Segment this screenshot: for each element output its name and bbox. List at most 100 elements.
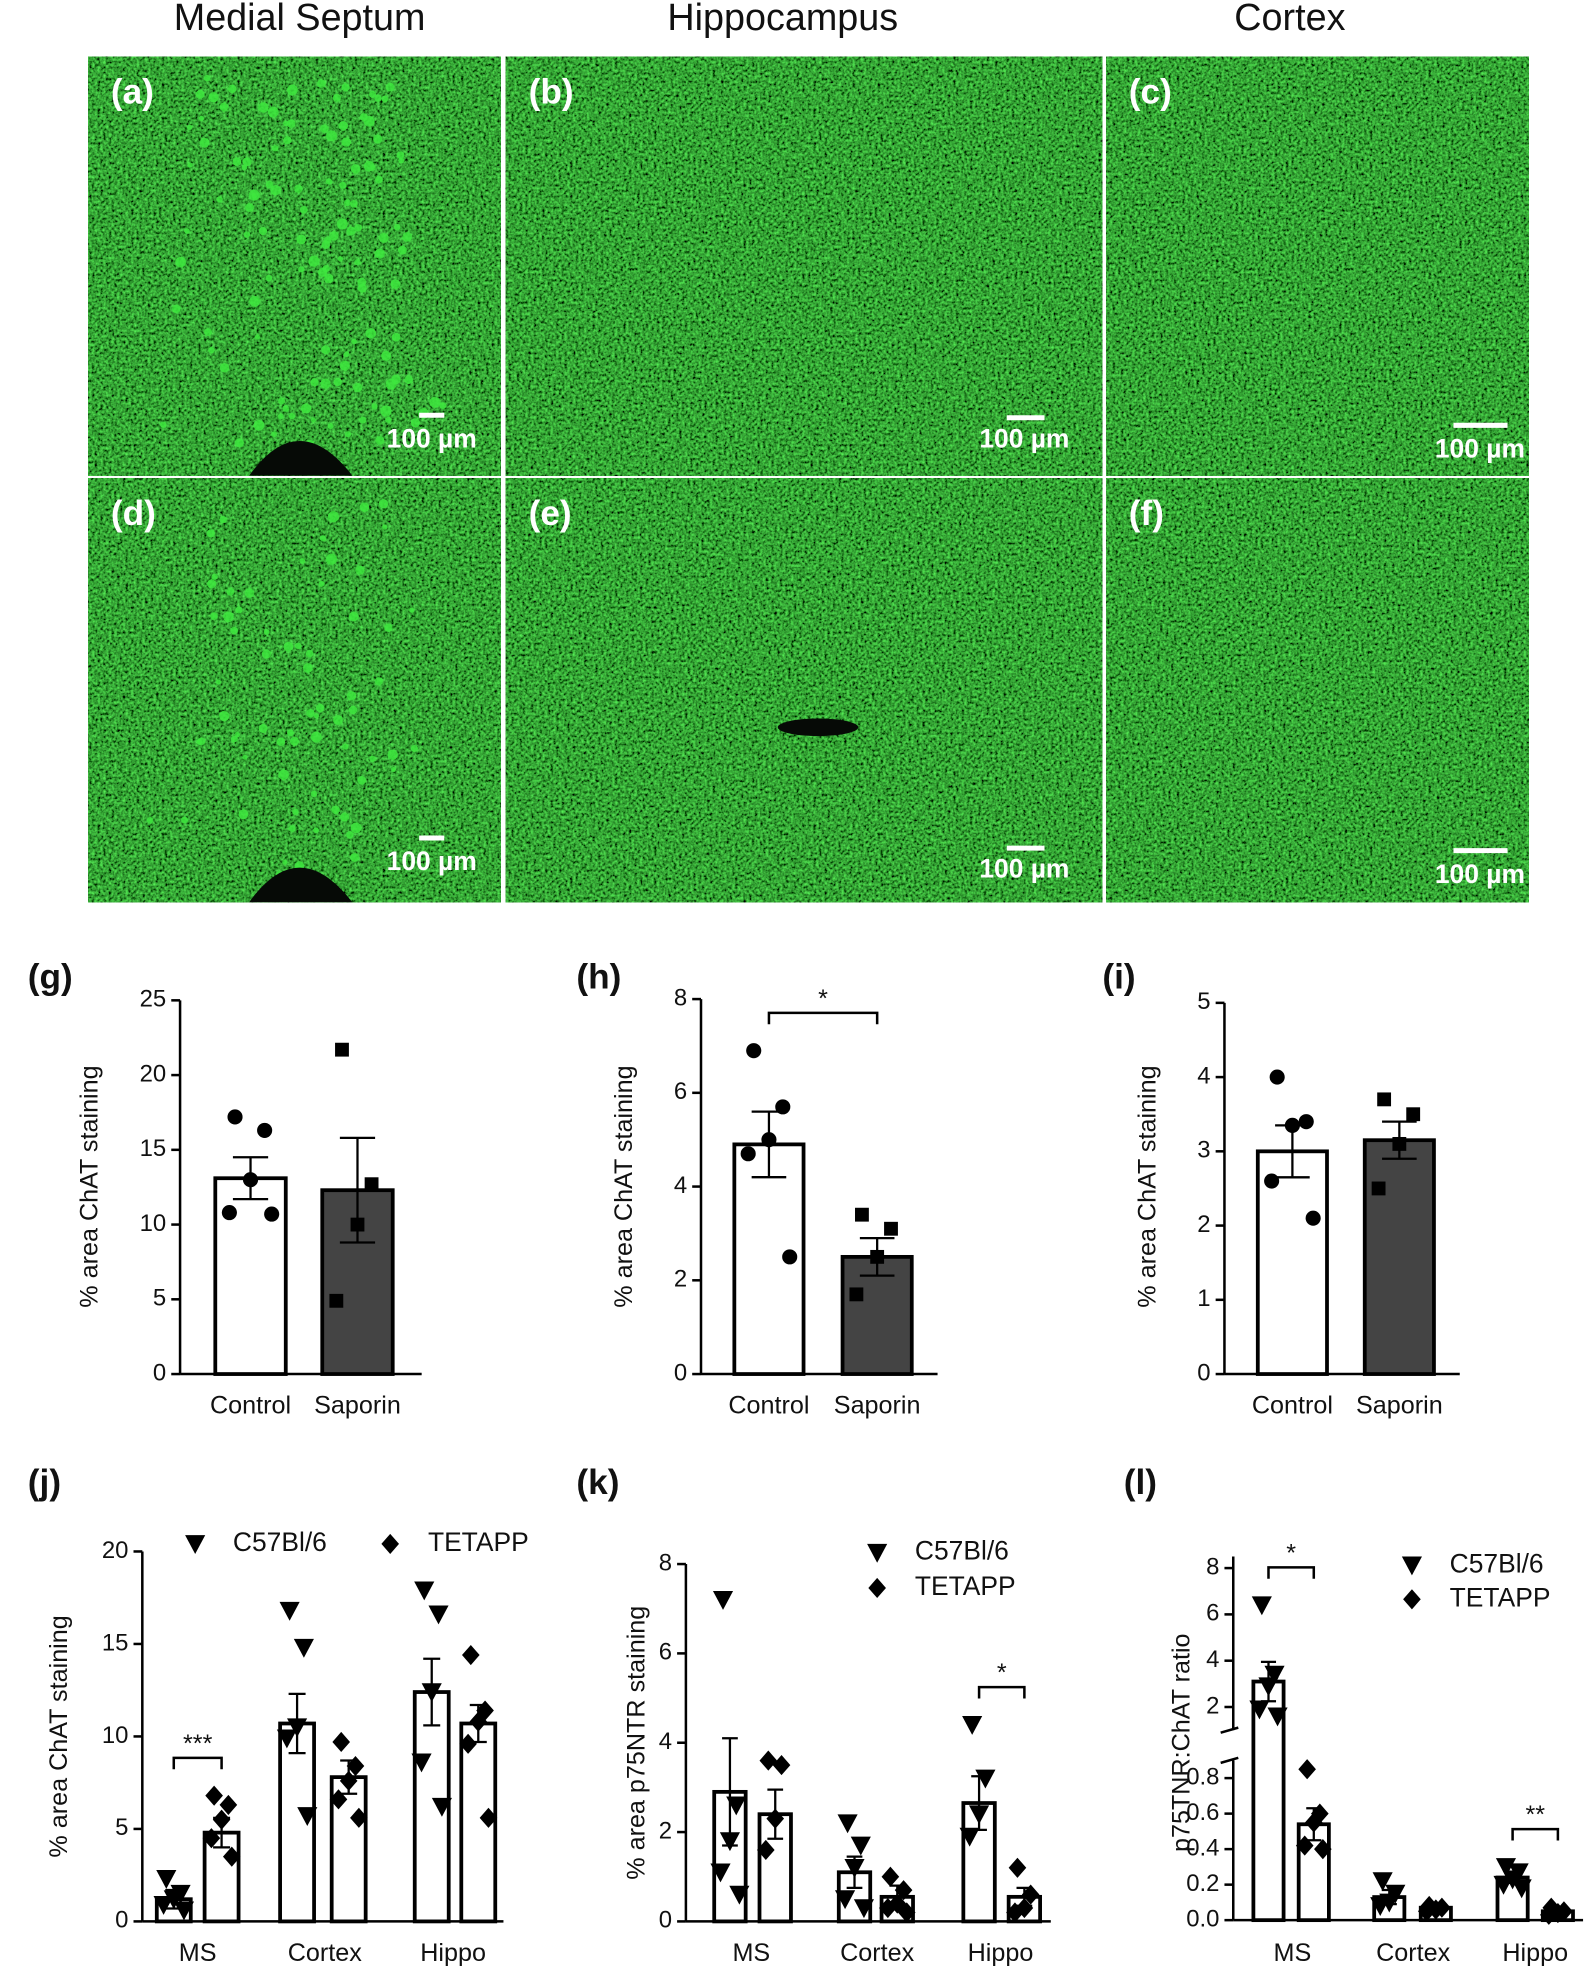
data-point — [766, 1808, 785, 1829]
neuron — [216, 196, 223, 203]
ventricle — [249, 867, 353, 903]
neuron — [354, 223, 362, 232]
neuron — [378, 499, 389, 509]
neuron — [337, 256, 344, 262]
neuron — [298, 266, 305, 273]
legend-label: TETAPP — [1450, 1582, 1551, 1612]
neuron — [278, 769, 289, 781]
data-point — [414, 1581, 435, 1601]
neuron — [338, 121, 349, 131]
data-point — [205, 1785, 223, 1806]
neuron — [355, 565, 365, 575]
data-point — [1371, 1181, 1386, 1196]
neuron — [325, 178, 333, 185]
neuron — [235, 606, 243, 614]
neuron — [181, 816, 188, 824]
neuron — [208, 346, 215, 354]
data-point — [855, 1207, 869, 1222]
neuron — [313, 713, 320, 719]
y-tick-label: 15 — [140, 1135, 167, 1162]
y-tick-label: 0.2 — [1186, 1870, 1219, 1897]
neuron — [286, 119, 296, 129]
data-point — [1495, 1858, 1517, 1877]
neuron — [317, 79, 326, 88]
data-point — [242, 1172, 259, 1188]
neuron — [369, 90, 377, 98]
data-point — [969, 1805, 990, 1825]
neuron — [196, 738, 203, 745]
neuron — [385, 416, 392, 424]
y-tick-label: 4 — [1206, 1646, 1219, 1673]
neuron — [310, 731, 322, 743]
neuron — [294, 184, 303, 194]
neuron — [313, 827, 319, 834]
neuron — [265, 180, 274, 189]
neuron — [429, 396, 441, 408]
neuron — [346, 691, 357, 701]
data-point — [1511, 1879, 1532, 1899]
neuron — [283, 136, 292, 145]
significance-bracket — [767, 1011, 879, 1025]
y-tick-label: 2 — [674, 1266, 687, 1293]
y-tick-label: 20 — [140, 1060, 167, 1087]
y-tick-label: 8 — [674, 984, 687, 1011]
data-point — [287, 1718, 308, 1738]
neuron — [206, 529, 216, 538]
y-axis-label: % area ChAT staining — [75, 1065, 103, 1307]
neuron — [245, 203, 255, 213]
y-tick-label: 15 — [102, 1629, 129, 1656]
neuron — [341, 137, 352, 147]
data-point — [719, 1832, 741, 1852]
data-point — [479, 1807, 498, 1828]
neuron — [199, 137, 210, 148]
data-point — [1305, 1210, 1321, 1226]
y-tick-label: 8 — [1206, 1553, 1219, 1580]
neuron — [184, 228, 190, 234]
neuron — [234, 438, 245, 448]
legend-label: C57Bl/6 — [1450, 1548, 1544, 1578]
legend-label: TETAPP — [915, 1571, 1016, 1601]
bar — [1255, 1149, 1329, 1376]
x-tick-label: Cortex — [840, 1939, 915, 1967]
neuron — [211, 573, 218, 580]
neuron — [331, 805, 340, 815]
y-tick-label: 3 — [1197, 1137, 1210, 1164]
data-point — [1258, 1677, 1279, 1697]
neuron — [404, 375, 414, 384]
data-point — [884, 1221, 898, 1236]
x-tick-label: MS — [732, 1939, 770, 1967]
y-tick-label: 4 — [1197, 1062, 1210, 1089]
neuron — [249, 295, 261, 307]
neuron — [271, 431, 278, 438]
neuron — [327, 423, 334, 430]
neuron — [357, 776, 367, 785]
data-point — [212, 1809, 231, 1830]
neuron — [227, 84, 237, 94]
y-tick-label: 0.4 — [1186, 1834, 1219, 1861]
neuron — [397, 245, 407, 255]
neuron — [254, 334, 261, 340]
micrograph — [505, 478, 1103, 903]
data-point — [1406, 1107, 1421, 1122]
panel-letter: (g) — [28, 957, 73, 996]
data-point — [959, 1827, 980, 1847]
panel-label: (c) — [1129, 73, 1172, 112]
data-point — [346, 1755, 365, 1777]
y-tick-label: 0 — [659, 1907, 672, 1934]
neuron — [385, 82, 395, 92]
neuron — [320, 378, 331, 389]
data-point — [759, 1750, 778, 1771]
data-point — [461, 1644, 480, 1666]
significance-bracket — [1267, 1566, 1316, 1579]
data-point — [219, 1794, 238, 1815]
neuron — [270, 184, 281, 196]
neuron — [306, 709, 315, 718]
neuron — [242, 754, 248, 760]
y-tick-label: 4 — [674, 1172, 687, 1199]
data-point — [1021, 1884, 1040, 1905]
neuron — [320, 124, 329, 133]
panel-label: (b) — [529, 73, 574, 112]
y-tick-label: 0.6 — [1186, 1799, 1219, 1826]
data-point — [729, 1885, 750, 1905]
bar — [459, 1721, 498, 1924]
